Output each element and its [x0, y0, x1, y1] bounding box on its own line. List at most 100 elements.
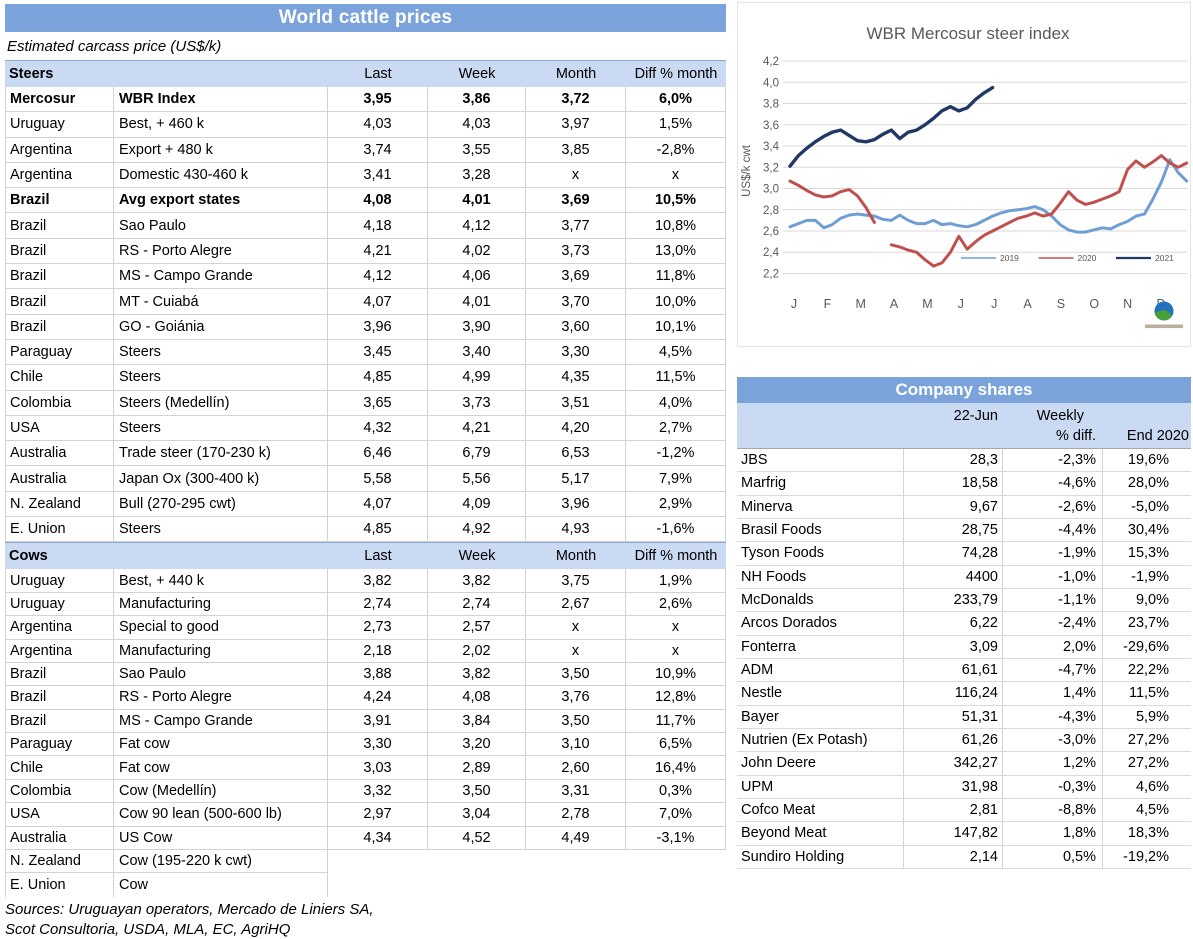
cell-value: 2,6%	[626, 592, 726, 617]
cell-value: 4,21	[328, 238, 428, 265]
company-table-title: Company shares	[737, 377, 1191, 403]
cell-description: Steers	[114, 339, 328, 366]
cell-weekly-diff: -4,3%	[1002, 705, 1102, 728]
cell-country: N. Zealand	[5, 491, 114, 518]
cell-company-name: Sundiro Holding	[741, 848, 845, 865]
cattle-row: Chile Fat cow 3,03 2,89 2,60 16,4%	[5, 756, 726, 780]
company-row: Brasil Foods 28,75 -4,4% 30,4%	[737, 518, 1191, 543]
column-header: Week	[458, 548, 496, 565]
world-cattle-prices-panel: World cattle prices Estimated carcass pr…	[5, 4, 726, 939]
y-tick-label: 3,0	[763, 184, 779, 196]
company-row: Arcos Dorados 6,22 -2,4% 23,7%	[737, 612, 1191, 636]
cell-value: 4,02	[428, 238, 526, 265]
cell-company-name: Tyson Foods	[741, 545, 825, 562]
x-tick-label: J	[791, 297, 797, 311]
cell-weekly-diff: -1,0%	[1002, 565, 1102, 588]
cell-country: Colombia	[5, 779, 114, 804]
cell-value: 3,30	[328, 733, 428, 757]
cell-value: 4,09	[428, 491, 526, 518]
cell-country: Brazil	[5, 264, 114, 290]
cell-country: Mercosur	[5, 87, 114, 113]
chart-svg: 4,2 4,0 3,8 3,6 3,4 3,2 3,0 2,8 2,6 2,4 2,2 J F M A M J J…	[741, 24, 1189, 329]
cell-end-2020: 18,3%	[1102, 822, 1191, 845]
cell-company-name: Beyond Meat	[741, 825, 827, 842]
cell-description: Special to good	[114, 616, 328, 640]
cell-value: 4,24	[328, 686, 428, 710]
cell-end-2020: 22,2%	[1102, 658, 1191, 682]
cattle-row: USA Cow 90 lean (500-600 lb) 2,97 3,04 2,78 7…	[5, 803, 726, 827]
cell-end-2020: 4,6%	[1102, 775, 1191, 798]
x-tick-label: M	[855, 297, 865, 311]
cell-description: MS - Campo Grande	[114, 709, 328, 734]
sources-note: Sources: Uruguayan operators, Mercado de…	[5, 900, 726, 939]
cattle-row: E. Union Cow	[5, 873, 726, 897]
cell-end-2020: 23,7%	[1102, 612, 1191, 635]
x-tick-label: M	[922, 297, 932, 311]
sources-line-2: Scot Consultoria, USDA, MLA, EC, AgriHQ	[5, 921, 291, 939]
cell-value: 3,04	[428, 803, 526, 827]
cell-end-2020: 4,5%	[1102, 798, 1191, 822]
chart-title: WBR Mercosur steer index	[866, 24, 1070, 43]
cell-value: 4,18	[328, 213, 428, 239]
cell-price: 4400	[903, 565, 1002, 588]
cell-value: 16,4%	[626, 756, 726, 780]
cattle-row: USA Steers 4,32 4,21 4,20 2,7%	[5, 415, 726, 442]
cell-description: Manufacturing	[114, 639, 328, 663]
sources-line-1: Sources: Uruguayan operators, Mercado de…	[5, 900, 374, 918]
company-row: John Deere 342,27 1,2% 27,2%	[737, 752, 1191, 776]
cattle-row: Brazil GO - Goiánia 3,96 3,90 3,60 10,1%	[5, 314, 726, 340]
cell-value: 4,32	[328, 415, 428, 442]
cell-description: Manufacturing	[114, 592, 328, 617]
cell-value: 7,9%	[626, 466, 726, 492]
cell-company-name: Marfrig	[741, 475, 787, 492]
cattle-row: Uruguay Manufacturing 2,74 2,74 2,67 2,6%	[5, 592, 726, 617]
cell-value: 4,08	[328, 188, 428, 214]
cell-weekly-diff: 1,4%	[1002, 682, 1102, 705]
cell-country: Brazil	[5, 709, 114, 734]
cell-company-name: UPM	[741, 778, 774, 795]
cell-value: 10,5%	[626, 188, 726, 214]
cell-value: 6,53	[526, 441, 626, 467]
cell-value: x	[626, 639, 726, 663]
cell-value: 3,30	[526, 339, 626, 366]
cell-company-name: McDonalds	[741, 592, 814, 609]
cell-value: 2,02	[428, 639, 526, 663]
company-row: Nutrien (Ex Potash) 61,26 -3,0% 27,2%	[737, 728, 1191, 753]
column-header: Last	[364, 66, 392, 82]
cell-value: 13,0%	[626, 238, 726, 265]
cell-end-2020: 11,5%	[1102, 682, 1191, 705]
cell-company-name: John Deere	[741, 755, 816, 772]
column-header-weekly-diff: % diff.	[1055, 428, 1096, 444]
cattle-row: Chile Steers 4,85 4,99 4,35 11,5%	[5, 365, 726, 391]
company-row: Nestle 116,24 1,4% 11,5%	[737, 682, 1191, 706]
cell-company-name: Minerva	[741, 498, 793, 515]
cell-company-name: Cofco Meat	[741, 802, 816, 819]
cell-price: 74,28	[903, 542, 1002, 565]
cell-value: 3,50	[526, 662, 626, 687]
cell-description: Cow 90 lean (500-600 lb)	[114, 803, 328, 827]
y-tick-label: 2,2	[763, 269, 779, 281]
company-rows: JBS 28,3 -2,3% 19,6% Marfrig 18,58 -4,6% 28,0% M…	[737, 449, 1191, 869]
company-shares-panel: Company shares 22-Jun Weekly % diff. End…	[737, 377, 1191, 869]
cell-value: 11,8%	[626, 264, 726, 290]
cell-value: 4,34	[328, 826, 428, 851]
cell-country: Chile	[5, 756, 114, 780]
y-tick-label: 2,4	[763, 247, 780, 259]
cattle-row: Uruguay Best, + 440 k 3,82 3,82 3,75 1,9%	[5, 569, 726, 593]
cell-country: Australia	[5, 441, 114, 467]
cell-weekly-diff: -3,0%	[1002, 728, 1102, 752]
cell-price: 3,09	[903, 635, 1002, 658]
cell-description: Steers (Medellín)	[114, 390, 328, 416]
cell-country: N. Zealand	[5, 850, 114, 874]
y-tick-label: 4,2	[763, 56, 779, 68]
cell-value: 10,1%	[626, 314, 726, 340]
y-tick-label: 2,6	[763, 226, 779, 238]
cattle-row: Brazil RS - Porto Alegre 4,21 4,02 3,73 13,0%	[5, 238, 726, 265]
cell-value: 2,89	[428, 756, 526, 780]
y-tick-label: 3,6	[763, 120, 779, 132]
cell-price: 2,14	[903, 845, 1002, 868]
cell-value: 4,12	[328, 264, 428, 290]
cattle-row: Brazil Sao Paulo 4,18 4,12 3,77 10,8%	[5, 213, 726, 239]
cell-description: Avg export states	[114, 188, 328, 214]
cell-value: 6,79	[428, 441, 526, 467]
